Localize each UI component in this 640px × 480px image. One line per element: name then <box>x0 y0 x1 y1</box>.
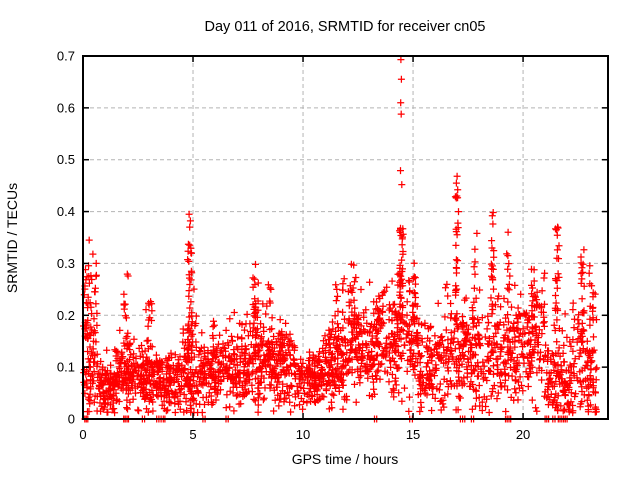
y-tick-label: 0.4 <box>57 204 75 219</box>
y-tick-label: 0.6 <box>57 100 75 115</box>
y-tick-label: 0.2 <box>57 308 75 323</box>
y-tick-label: 0 <box>68 412 75 427</box>
y-tick-label: 0.1 <box>57 360 75 375</box>
tick-labels-layer: 0 5 10 15 20 0 0.1 0.2 0.3 0.4 0.5 0.6 0.7 <box>57 49 530 443</box>
data-points-layer <box>80 56 601 423</box>
y-axis-label: SRMTID / TECUs <box>4 183 20 293</box>
x-tick-label: 10 <box>296 427 310 442</box>
x-axis-label: GPS time / hours <box>292 451 399 467</box>
y-tick-label: 0.3 <box>57 256 75 271</box>
axes-frame-layer <box>82 55 609 420</box>
chart-title: Day 011 of 2016, SRMTID for receiver cn0… <box>205 19 486 35</box>
plot-border <box>82 55 609 420</box>
x-tick-label: 15 <box>406 427 420 442</box>
x-tick-label: 5 <box>189 427 196 442</box>
scatter-points <box>80 56 601 423</box>
y-tick-label: 0.5 <box>57 152 75 167</box>
y-tick-label: 0.7 <box>57 49 75 64</box>
x-tick-label: 20 <box>516 427 530 442</box>
x-tick-label: 0 <box>79 427 86 442</box>
